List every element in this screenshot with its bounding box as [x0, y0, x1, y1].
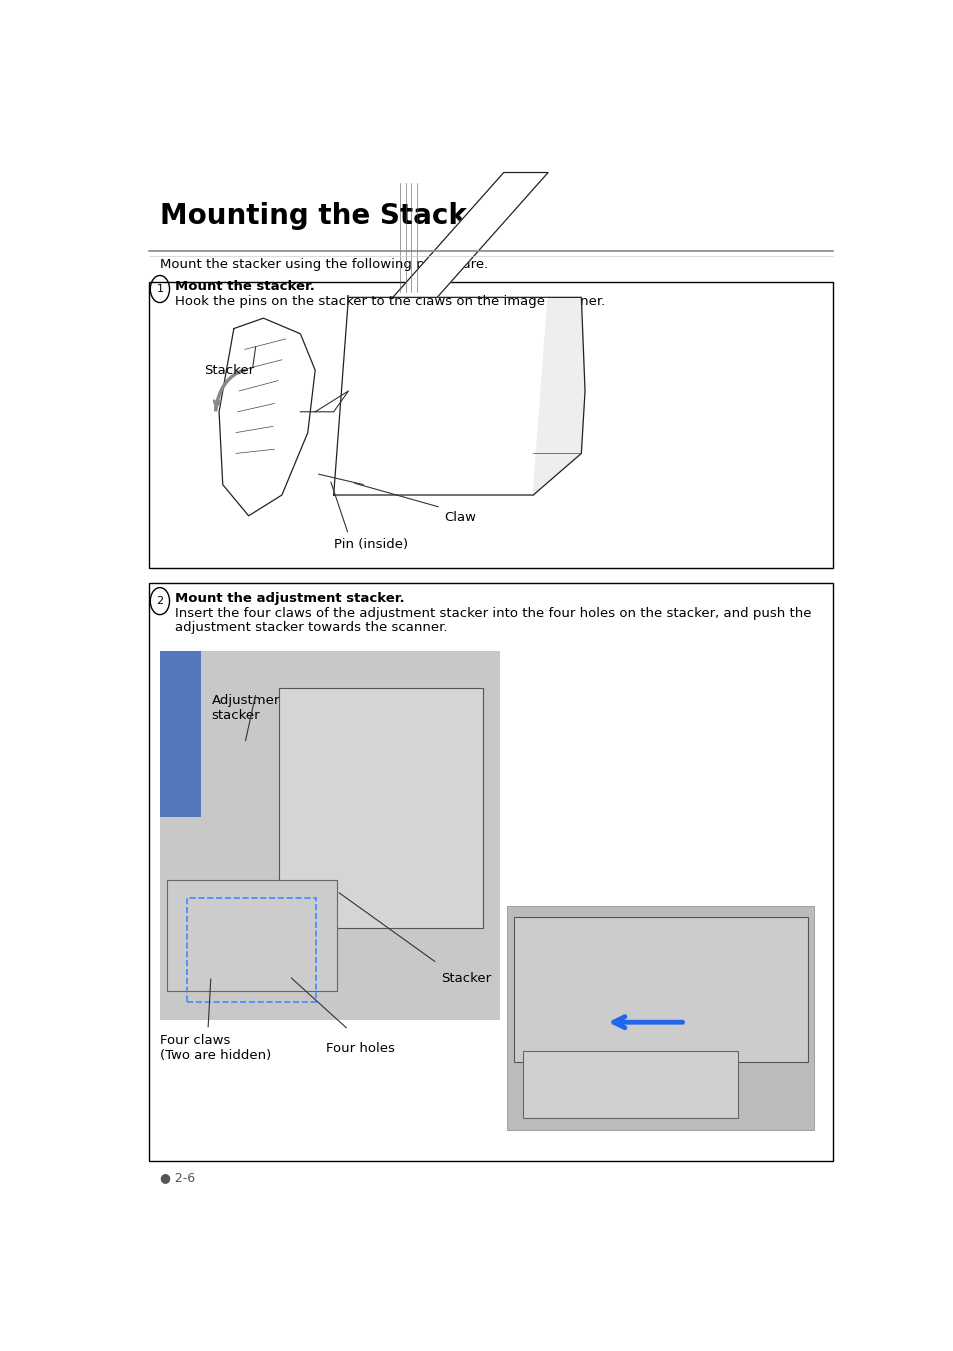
Text: Mount the stacker using the following procedure.: Mount the stacker using the following pr…	[160, 258, 488, 272]
Bar	[187, 898, 316, 1002]
Text: Stacker: Stacker	[204, 363, 254, 377]
Text: Pin (inside): Pin (inside)	[334, 539, 407, 551]
Bar	[522, 1051, 737, 1119]
Bar	[149, 584, 832, 1161]
Text: Claw: Claw	[444, 512, 476, 524]
Text: 2: 2	[156, 596, 163, 607]
Text: adjustment stacker towards the scanner.: adjustment stacker towards the scanner.	[174, 621, 447, 635]
Bar	[160, 651, 200, 817]
Text: Adjustment
stacker: Adjustment stacker	[212, 694, 288, 723]
Bar	[160, 651, 499, 1020]
Polygon shape	[393, 173, 547, 297]
Polygon shape	[533, 297, 584, 494]
Bar	[149, 282, 832, 567]
Text: Mount the adjustment stacker.: Mount the adjustment stacker.	[174, 592, 404, 605]
Text: Insert the four claws of the adjustment stacker into the four holes on the stack: Insert the four claws of the adjustment …	[174, 607, 810, 620]
Polygon shape	[334, 297, 580, 494]
Text: Four claws
(Two are hidden): Four claws (Two are hidden)	[160, 1035, 271, 1062]
Text: Four holes: Four holes	[326, 1042, 395, 1055]
Text: ● 2-6: ● 2-6	[160, 1171, 194, 1183]
Text: 1: 1	[156, 284, 163, 295]
Text: Mounting the Stacker: Mounting the Stacker	[160, 201, 498, 230]
Bar	[278, 688, 482, 928]
Text: Stacker: Stacker	[440, 973, 491, 985]
Bar	[513, 917, 807, 1062]
Text: Hook the pins on the stacker to the claws on the image scanner.: Hook the pins on the stacker to the claw…	[174, 295, 604, 308]
Bar	[167, 880, 336, 990]
Bar	[507, 907, 813, 1129]
Text: Mount the stacker.: Mount the stacker.	[174, 280, 314, 293]
